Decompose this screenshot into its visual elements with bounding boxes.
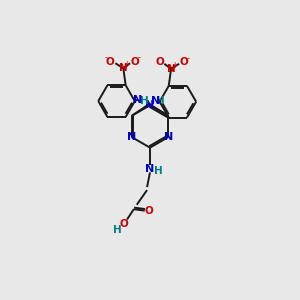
- Text: O: O: [130, 57, 139, 67]
- Text: -: -: [137, 53, 140, 62]
- Text: N: N: [151, 96, 160, 106]
- Text: O: O: [180, 57, 189, 67]
- Text: -: -: [105, 53, 108, 62]
- Text: +: +: [124, 60, 130, 69]
- Text: N: N: [167, 64, 176, 74]
- Text: N: N: [146, 100, 154, 110]
- Text: H: H: [154, 166, 163, 176]
- Text: H: H: [140, 96, 148, 106]
- Text: H: H: [156, 96, 165, 106]
- Text: N: N: [127, 132, 136, 142]
- Text: N: N: [146, 164, 154, 174]
- Text: N: N: [164, 132, 173, 142]
- Text: N: N: [119, 63, 128, 73]
- Text: O: O: [119, 219, 128, 229]
- Text: O: O: [155, 57, 164, 67]
- Text: O: O: [145, 206, 154, 216]
- Text: -: -: [187, 54, 190, 63]
- Text: H: H: [113, 225, 122, 236]
- Text: N: N: [133, 94, 142, 105]
- Text: O: O: [106, 57, 114, 67]
- Text: +: +: [171, 61, 178, 70]
